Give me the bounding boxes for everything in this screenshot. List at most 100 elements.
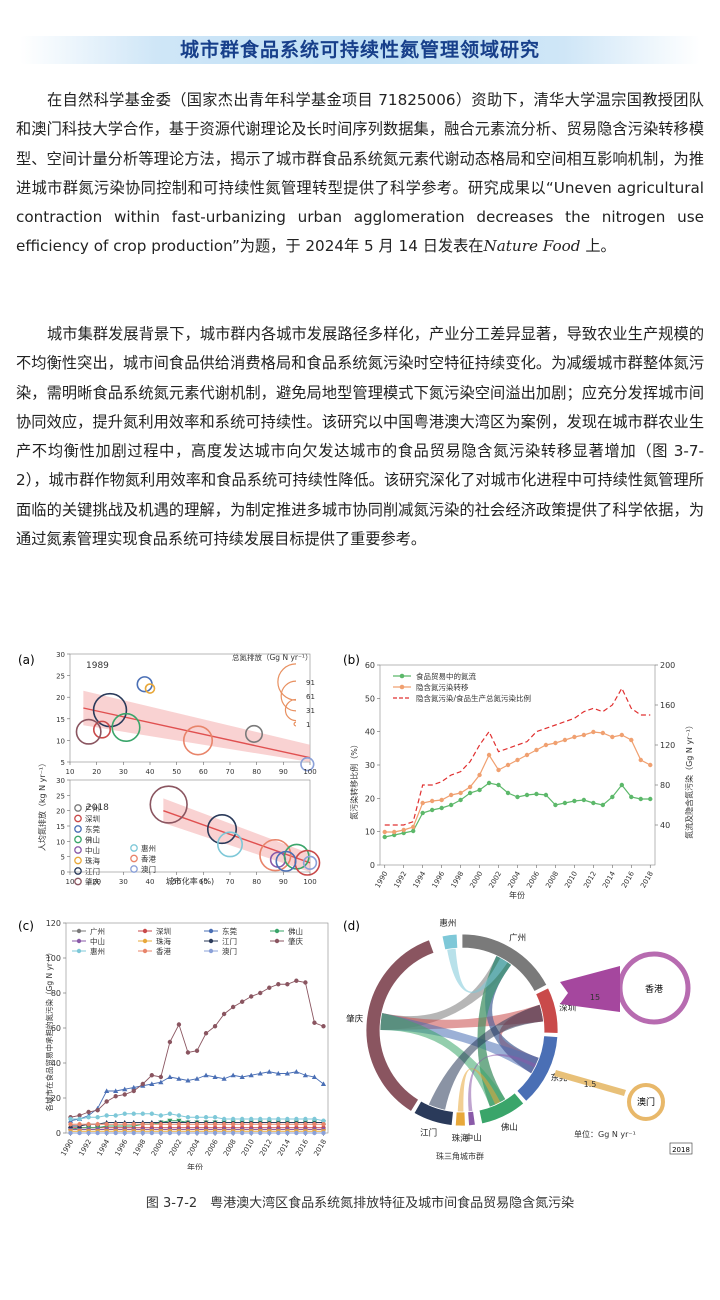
- panel-b-point: [439, 805, 444, 811]
- panel-c-point: [194, 1076, 200, 1081]
- panel-b-point: [591, 729, 596, 735]
- panel-a: (a) 1989 2018 总氮排放（Gg N yr⁻¹） 人均氮排放（kg N…: [18, 651, 321, 887]
- panel-b-xtick-label: 2004: [506, 870, 522, 890]
- panel-c-xtick-label: 2002: [168, 1138, 184, 1157]
- panel-b-point: [382, 834, 387, 840]
- panel-c-legend-marker: [274, 928, 280, 934]
- panel-c-point: [167, 1122, 173, 1127]
- panel-c-xtick-label: 1996: [114, 1138, 130, 1158]
- panel-c-point: [294, 1122, 299, 1127]
- panel-b-left-ytick-label: 60: [365, 661, 375, 670]
- panel-c-xtick-label: 2008: [222, 1138, 238, 1157]
- panel-c-point: [131, 1088, 136, 1094]
- panel-b-right-ytick-label: 40: [660, 821, 670, 830]
- panel-a-fit-line: [83, 707, 311, 759]
- panel-b-right-ytick-label: 80: [660, 781, 670, 790]
- panel-c-point: [239, 1130, 245, 1136]
- chord-arc: [413, 1100, 454, 1126]
- panel-a-xtick-label: 70: [226, 878, 235, 886]
- panel-b-point: [629, 794, 634, 800]
- chord-ribbon: [428, 1004, 544, 1111]
- panel-b-point: [619, 732, 625, 738]
- panel-b-point: [515, 757, 520, 763]
- panel-c-point: [104, 1122, 109, 1127]
- paragraph-1: 在自然科学基金委（国家杰出青年科学基金项目 71825006）资助下，清华大学温…: [16, 86, 704, 262]
- panel-c-point: [321, 1024, 326, 1029]
- panel-c-point: [113, 1113, 118, 1118]
- panel-c-legend-label: 惠州: [90, 946, 105, 956]
- panel-c-legend-label: 澳门: [222, 946, 237, 956]
- panel-a-xtick-label: 50: [172, 768, 181, 776]
- panel-c-point: [203, 1115, 209, 1120]
- panel-c-point: [149, 1073, 155, 1078]
- panel-c-ytick-label: 80: [51, 989, 61, 998]
- size-legend-value: 31: [306, 707, 315, 715]
- chord-arc: [365, 939, 435, 1112]
- macau-flow-value: 1.5: [584, 1080, 597, 1089]
- hongkong-flow-arrow: [560, 966, 620, 1012]
- panel-c-point: [176, 1122, 182, 1127]
- panel-c-point: [86, 1109, 91, 1115]
- panel-a-xtick-label: 10: [66, 878, 75, 886]
- panel-c-point: [285, 1130, 290, 1136]
- panel-b-xtick-label: 2008: [544, 870, 560, 889]
- panel-a-ytick-label: 30: [56, 651, 65, 659]
- panel-a-xtick-label: 80: [252, 768, 261, 776]
- panel-c-point: [149, 1122, 155, 1127]
- panel-a-ytick-label: 10: [56, 737, 65, 745]
- panel-b-point: [448, 792, 454, 798]
- chord-city-label: 佛山: [501, 1122, 518, 1133]
- panel-a-xtick-label: 40: [146, 878, 155, 886]
- chord-arc: [467, 1110, 476, 1127]
- panel-b-point: [600, 802, 606, 808]
- panel-c-point: [68, 1122, 73, 1127]
- panel-b-point: [505, 790, 511, 796]
- panel-c-point: [158, 1122, 164, 1127]
- city-legend-marker: [74, 825, 82, 833]
- panel-b-point: [648, 762, 653, 768]
- panel-a-xtick-label: 90: [279, 768, 288, 776]
- panel-c-point: [149, 1081, 155, 1086]
- panel-c-point: [294, 1116, 299, 1122]
- panel-c-point: [104, 1099, 109, 1104]
- panel-c-legend-marker: [76, 938, 82, 944]
- panel-b-left-ytick-label: 10: [365, 828, 375, 837]
- panel-b-point: [648, 796, 653, 802]
- panel-c-xtick-label: 2006: [204, 1138, 220, 1158]
- panel-c-point: [239, 1074, 245, 1079]
- panel-a-ylabel: 人均氮排放（kg N yr⁻¹）: [37, 759, 47, 851]
- panel-b-point: [496, 782, 501, 788]
- panel-c-point: [149, 1111, 155, 1116]
- panel-a-point: [182, 725, 214, 756]
- panel-a-ytick-label: 5: [61, 759, 65, 767]
- panel-c-point: [221, 1130, 227, 1136]
- city-legend-label: 惠州: [141, 843, 156, 853]
- panel-a-xtick-label: 20: [92, 878, 101, 886]
- panel-a-year1: 1989: [86, 661, 109, 671]
- city-legend-label: 澳门: [141, 864, 156, 874]
- panel-b-xtick-label: 1996: [431, 870, 447, 890]
- panel-b-point: [477, 772, 482, 778]
- panel-c-point: [303, 1116, 308, 1122]
- panel-c-ytick-label: 100: [46, 954, 61, 963]
- panel-b-xtick-label: 1994: [412, 870, 428, 890]
- panel-c-point: [249, 1122, 254, 1127]
- panel-c-point: [267, 1130, 272, 1136]
- panel-c-point: [158, 1130, 164, 1136]
- panel-a-ytick-label: 20: [56, 808, 65, 816]
- panel-c-point: [167, 1039, 173, 1045]
- year-label: 2018: [672, 1146, 690, 1154]
- panel-c-point: [68, 1130, 73, 1136]
- panel-c-point: [321, 1130, 326, 1136]
- size-legend-title: 总氮排放（Gg N yr⁻¹）: [232, 652, 312, 662]
- panel-c-point: [140, 1130, 145, 1136]
- panel-a-xtick-label: 70: [226, 768, 235, 776]
- panel-c-point: [258, 1116, 263, 1122]
- panel-c-point: [239, 999, 245, 1004]
- panel-c-point: [302, 1072, 309, 1078]
- panel-a-xtick-label: 90: [279, 878, 288, 886]
- panel-c-xtick-label: 1998: [132, 1138, 148, 1157]
- panel-c-point: [122, 1122, 127, 1127]
- panel-c-point: [275, 1070, 281, 1076]
- title-banner: [20, 36, 700, 64]
